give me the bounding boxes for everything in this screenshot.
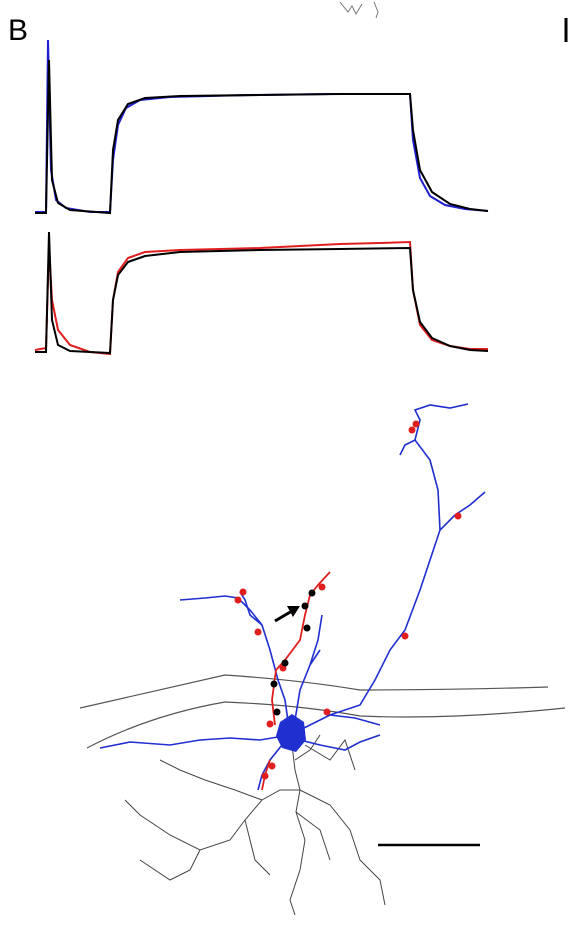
trace-black <box>35 60 488 213</box>
trace-black-2 <box>35 232 488 353</box>
page: {"panel_label": "B"} B <box>0 0 573 931</box>
layer-boundaries <box>80 675 565 748</box>
trace-red <box>35 242 488 354</box>
axon <box>125 735 385 915</box>
figure-panel: B <box>0 0 573 931</box>
arrow <box>275 606 300 621</box>
panel-label: B <box>8 14 28 47</box>
cropped-drawing <box>340 2 378 18</box>
red-markers <box>235 421 462 780</box>
trace-blue <box>35 40 488 212</box>
trace-pair-top <box>35 40 488 213</box>
trace-pair-bottom <box>35 232 488 354</box>
